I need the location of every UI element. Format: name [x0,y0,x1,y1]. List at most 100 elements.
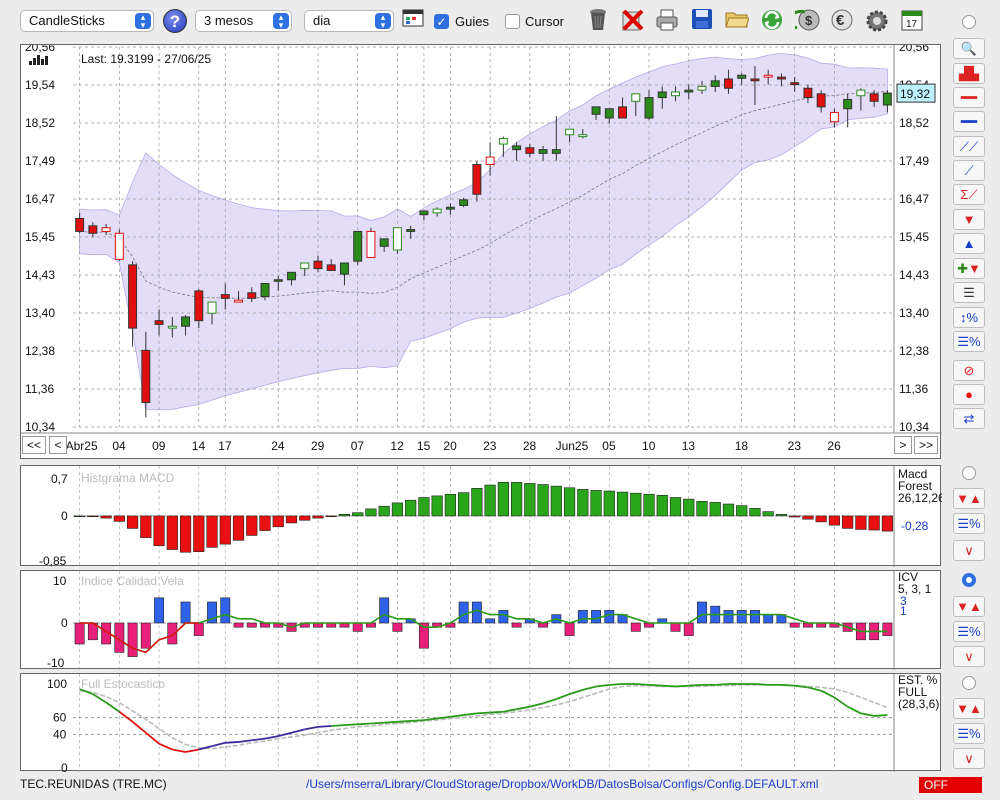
macd-panel-radio[interactable] [962,466,976,480]
record-button[interactable]: ● [953,384,985,405]
nav-next-button[interactable]: > [894,436,912,454]
off-badge[interactable]: OFF [919,777,982,793]
y-tick-left: 20,56 [25,45,55,54]
candle-body [697,85,707,91]
refresh-icon[interactable] [759,8,785,34]
icv-bar [233,622,244,628]
icv-signal-line [79,609,888,654]
price-panel-radio[interactable] [962,15,976,29]
red-arrow-down-icon: ▼ [962,212,976,227]
open-folder-icon[interactable] [724,8,750,34]
guides-checkbox[interactable]: ✓ [434,14,449,29]
icv-bar [246,622,257,628]
interval-select[interactable]: dia ▴ ▾ [304,10,394,32]
macd-bar [550,485,562,517]
macd-bar [828,515,841,526]
stoch-k-segment [92,693,107,704]
bars-logo-bar [45,56,48,65]
macd-bar [444,493,456,517]
candle-body [565,128,575,136]
percent-range-button[interactable]: ↕% [953,307,985,328]
sync-button[interactable]: ⇄ [953,408,985,429]
stoch-label1: EST. % [898,674,938,687]
trendline-icon: ⟋ [964,163,974,178]
candle [459,197,469,208]
config-path-link[interactable]: /Users/mserra/Library/CloudStorage/Dropb… [306,777,819,791]
arrow-down-button[interactable]: ▼ [953,209,985,230]
macd-bar [179,515,192,553]
icv-bar [193,622,204,636]
y-tick-right: 17,49 [899,154,929,168]
candle-body [684,89,694,93]
stoch-chart[interactable]: 100 60 40 0 Full Estocastico EST. %FULL(28,3,… [21,673,942,775]
candle-body [882,92,892,106]
macd-bar [616,491,629,517]
stoch-k-segment [503,708,517,713]
stop-button[interactable]: ⊘ [953,360,985,381]
candle-body [366,230,376,258]
candle [591,106,601,120]
macd-curve-button[interactable]: ∨ [953,540,985,561]
icv-percent-button[interactable]: ☰% [953,621,985,642]
nav-first-button[interactable]: << [22,436,46,454]
macd-signals-button[interactable]: ▼▲ [953,488,985,509]
stoch-signals-button[interactable]: ▼▲ [953,698,985,719]
trendline-button[interactable]: ⟋ [953,160,985,181]
euro-icon[interactable]: € [829,8,855,34]
delete-red-x-icon[interactable] [620,8,646,34]
candle [247,287,257,303]
svg-text:$: $ [805,13,813,28]
macd-percent-button[interactable]: ☰% [953,513,985,534]
percent-lines-button[interactable]: ☰% [953,331,985,352]
trash-icon[interactable] [585,8,611,34]
nav-prev-button[interactable]: < [49,436,67,454]
price-chart[interactable]: 10,34 10,34 11,36 11,36 12,38 12,38 13,40 13,40… [21,40,942,460]
bands-button[interactable]: ▟▙ [953,63,985,84]
icv-bar [683,622,694,636]
candle-body [591,106,601,115]
cursor-checkbox[interactable] [505,14,520,29]
candle [565,128,575,143]
channel-button[interactable]: ⟋⟋ [953,136,985,157]
help-button[interactable]: ? [163,9,187,33]
lines-button[interactable]: ☰ [953,282,985,303]
calculator-icon[interactable] [400,8,426,34]
y-tick-label: -10 [47,656,65,670]
print-icon[interactable] [654,8,680,34]
gear-icon[interactable] [864,8,890,34]
stoch-k-segment [185,748,199,753]
macd-chart[interactable]: 0,7 0 -0,85 Histgrama MACD MacdForest26,12,2… [21,466,945,568]
fibo-button[interactable]: Σ⟋ [953,184,985,205]
candle-body [724,78,733,89]
chart-type-select[interactable]: CandleSticks ▴ ▾ [20,10,154,32]
stoch-label2: FULL [898,685,928,699]
icv-panel-radio[interactable] [962,573,976,587]
save-icon[interactable] [689,8,715,34]
icv-bar [471,601,482,624]
macd-bar [630,492,642,517]
stoch-curve-button[interactable]: ∨ [953,748,985,769]
money-icon[interactable]: $ [788,8,821,34]
candle-body [512,145,522,151]
hline-blue-button[interactable]: ━━ [953,111,985,132]
stoch-percent-button[interactable]: ☰% [953,723,985,744]
candle-body [816,93,826,108]
icv-signals-button[interactable]: ▼▲ [953,596,985,617]
zoom-button[interactable]: 🔍 [953,38,985,59]
macd-bar [246,515,258,536]
hline-red-button[interactable]: ━━ [953,87,985,108]
candle-body [525,147,535,154]
stoch-panel-radio[interactable] [962,676,976,690]
nav-last-button[interactable]: >> [914,436,938,454]
macd-panel: 0,7 0 -0,85 Histgrama MACD Macd Forest 26,12,2… [20,465,945,568]
calendar-icon[interactable]: 17 [899,8,925,34]
macd-bar [126,515,139,529]
buy-sell-button[interactable]: ✚▼ [953,258,985,279]
macd-bar [590,490,602,517]
icv-curve-button[interactable]: ∨ [953,646,985,667]
candle [657,86,667,109]
arrow-up-button[interactable]: ▲ [953,233,985,254]
macd-bar [418,497,430,517]
period-select[interactable]: 3 mesos ▴ ▾ [195,10,292,32]
